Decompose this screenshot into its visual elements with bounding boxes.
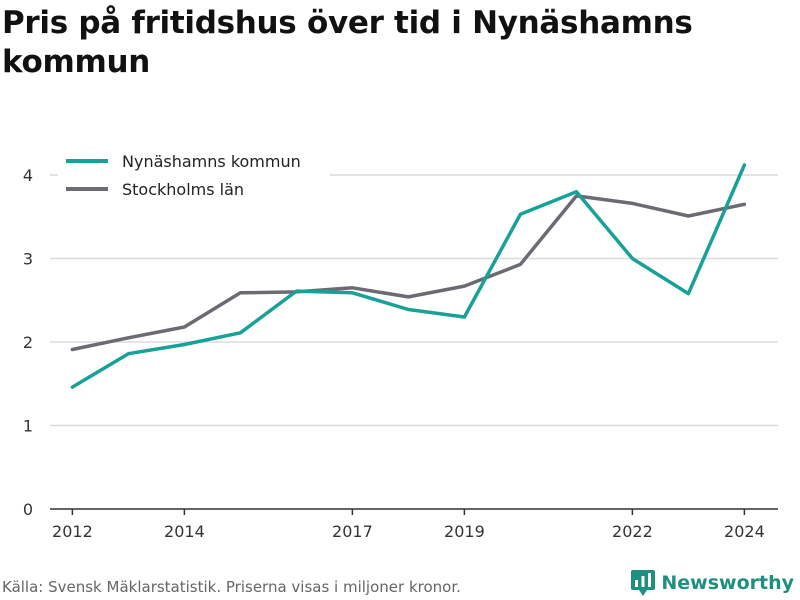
y-tick-label: 0 <box>23 500 33 519</box>
y-tick-label: 2 <box>23 333 33 352</box>
bar-chart-logo-icon <box>631 570 656 596</box>
source-note: Källa: Svensk Mäklarstatistik. Priserna … <box>2 578 461 596</box>
x-tick-label: 2024 <box>724 522 765 541</box>
series-lines <box>70 163 747 389</box>
x-tick-label: 2017 <box>332 522 373 541</box>
y-tick-label: 4 <box>23 166 33 185</box>
x-tick-label: 2019 <box>444 522 485 541</box>
axes: 0 1 2 3 4 2012 2014 2017 2019 2022 2024 <box>23 166 778 541</box>
newsworthy-brand: Newsworthy <box>631 570 794 596</box>
legend-label: Stockholms län <box>122 180 244 199</box>
series-line <box>70 194 747 352</box>
y-tick-label: 1 <box>23 417 33 436</box>
x-tick-label: 2012 <box>52 522 93 541</box>
brand-name: Newsworthy <box>661 572 794 594</box>
chart-title: Pris på fritidshus över tid i Nynäshamns… <box>2 5 693 80</box>
series-line <box>70 163 747 389</box>
legend-label: Nynäshamns kommun <box>122 152 301 171</box>
x-tick-label: 2014 <box>164 522 205 541</box>
legend: Nynäshamns kommun Stockholms län <box>58 146 330 206</box>
y-tick-label: 3 <box>23 250 33 269</box>
x-tick-label: 2022 <box>612 522 653 541</box>
legend-background <box>58 146 330 206</box>
